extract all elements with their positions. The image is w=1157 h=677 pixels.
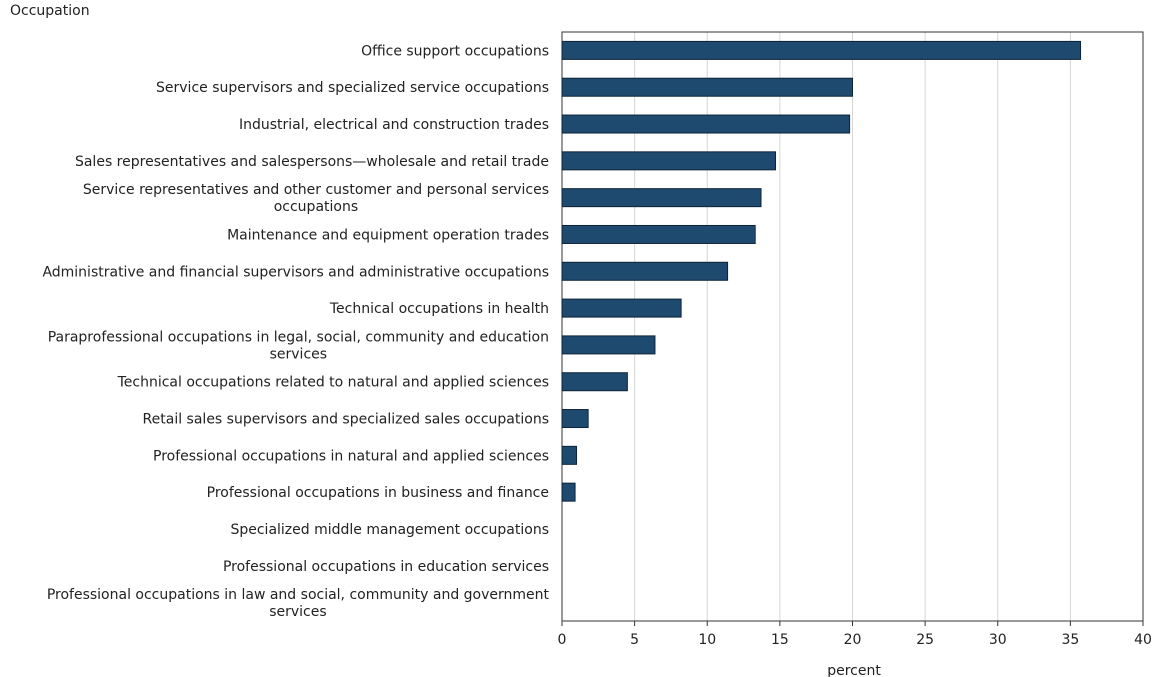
- category-label: services: [269, 604, 326, 620]
- category-label: Technical occupations in health: [329, 301, 549, 317]
- bar: [561, 40, 1082, 60]
- category-label: Professional occupations in business and…: [207, 485, 549, 501]
- category-label: Service representatives and other custom…: [83, 182, 549, 198]
- x-tick-label: 40: [1134, 632, 1152, 648]
- x-tick-label: 35: [1061, 632, 1079, 648]
- bars: [561, 40, 1082, 502]
- x-axis-title: percent: [827, 663, 881, 677]
- category-labels: Office support occupations Service superv…: [42, 43, 549, 620]
- y-axis-title: Occupation: [10, 3, 90, 19]
- category-label: Industrial, electrical and construction …: [239, 117, 549, 133]
- x-tick-label: 10: [698, 632, 716, 648]
- category-label: Specialized middle management occupation…: [230, 522, 549, 538]
- x-tick-label: 15: [771, 632, 789, 648]
- bar: [561, 77, 853, 97]
- bar: [561, 372, 628, 392]
- category-label: Professional occupations in natural and …: [153, 448, 549, 464]
- category-label: Retail sales supervisors and specialized…: [143, 412, 549, 428]
- bar: [561, 409, 589, 429]
- bar: [561, 224, 756, 244]
- category-label: Technical occupations related to natural…: [117, 375, 549, 391]
- category-label: Professional occupations in education se…: [223, 559, 549, 575]
- bar: [561, 445, 578, 465]
- bar: [561, 261, 729, 281]
- category-label: Paraprofessional occupations in legal, s…: [48, 329, 549, 345]
- x-tick-label: 20: [844, 632, 862, 648]
- category-label: Office support occupations: [361, 43, 549, 59]
- bar: [561, 151, 777, 171]
- bar: [561, 188, 762, 208]
- x-tick-label: 0: [558, 632, 567, 648]
- category-label: Service supervisors and specialized serv…: [156, 80, 549, 96]
- x-tick-label: 25: [916, 632, 934, 648]
- x-tick-label: 30: [989, 632, 1007, 648]
- category-label: services: [270, 346, 327, 362]
- bar: [561, 114, 851, 134]
- category-label: occupations: [274, 199, 358, 215]
- x-tick-label: 5: [630, 632, 639, 648]
- category-label: Sales representatives and salespersons—w…: [75, 154, 549, 170]
- bar: [561, 298, 682, 318]
- category-label: Administrative and financial supervisors…: [42, 264, 549, 280]
- bar: [561, 482, 576, 502]
- category-label: Professional occupations in law and soci…: [47, 587, 550, 603]
- bar: [561, 335, 656, 355]
- category-label: Maintenance and equipment operation trad…: [227, 227, 549, 243]
- x-tick-labels: 0 5 10 15 20 25 30 35 40: [558, 621, 1152, 648]
